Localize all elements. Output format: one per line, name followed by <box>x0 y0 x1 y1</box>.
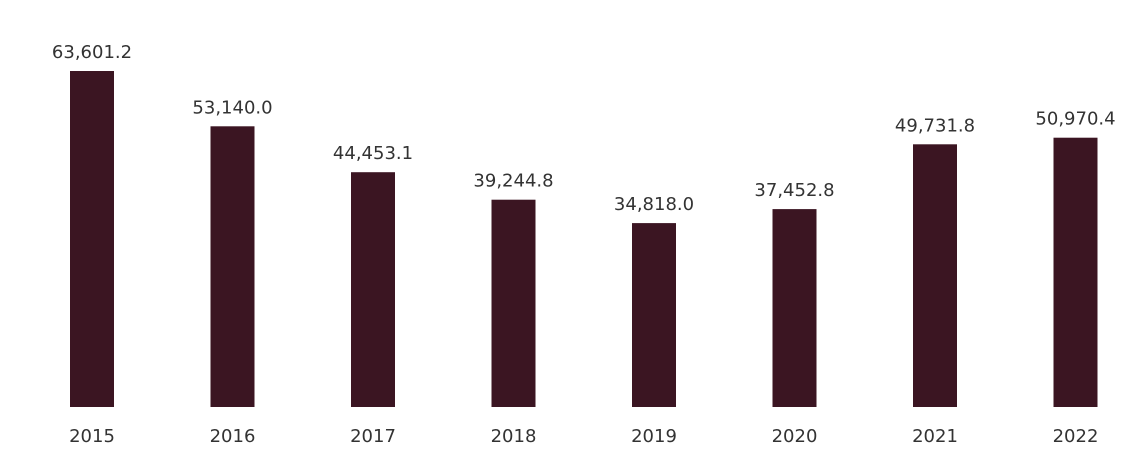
category-label-2015: 2015 <box>69 426 115 447</box>
bars-group <box>70 71 1098 408</box>
value-label-2019: 34,818.0 <box>614 194 694 215</box>
value-label-2020: 37,452.8 <box>754 180 834 201</box>
category-label-2018: 2018 <box>491 426 537 447</box>
bar-2016 <box>210 126 255 408</box>
value-label-2015: 63,601.2 <box>52 42 132 63</box>
category-label-2019: 2019 <box>631 426 677 447</box>
category-label-2020: 2020 <box>772 426 818 447</box>
bar-2017 <box>351 172 395 407</box>
category-label-2021: 2021 <box>912 426 958 447</box>
value-label-2016: 53,140.0 <box>192 97 272 118</box>
category-label-2017: 2017 <box>350 426 396 447</box>
category-label-2022: 2022 <box>1053 426 1099 447</box>
bar-2015 <box>70 71 114 407</box>
category-labels-group: 2015 2016 2017 2018 2019 2020 2021 2022 <box>69 426 1098 447</box>
category-label-2016: 2016 <box>210 426 256 447</box>
value-label-2017: 44,453.1 <box>333 143 413 164</box>
value-label-2021: 49,731.8 <box>895 115 975 136</box>
bar-2021 <box>913 144 957 408</box>
value-labels-group: 63,601.2 53,140.0 44,453.1 39,244.8 34,818.0… <box>52 42 1116 215</box>
bar-2019 <box>632 223 676 407</box>
bar-2020 <box>772 209 817 407</box>
bar-2022 <box>1053 137 1098 407</box>
value-label-2022: 50,970.4 <box>1035 109 1115 130</box>
value-label-2018: 39,244.8 <box>473 171 553 192</box>
bar-2018 <box>491 199 536 407</box>
